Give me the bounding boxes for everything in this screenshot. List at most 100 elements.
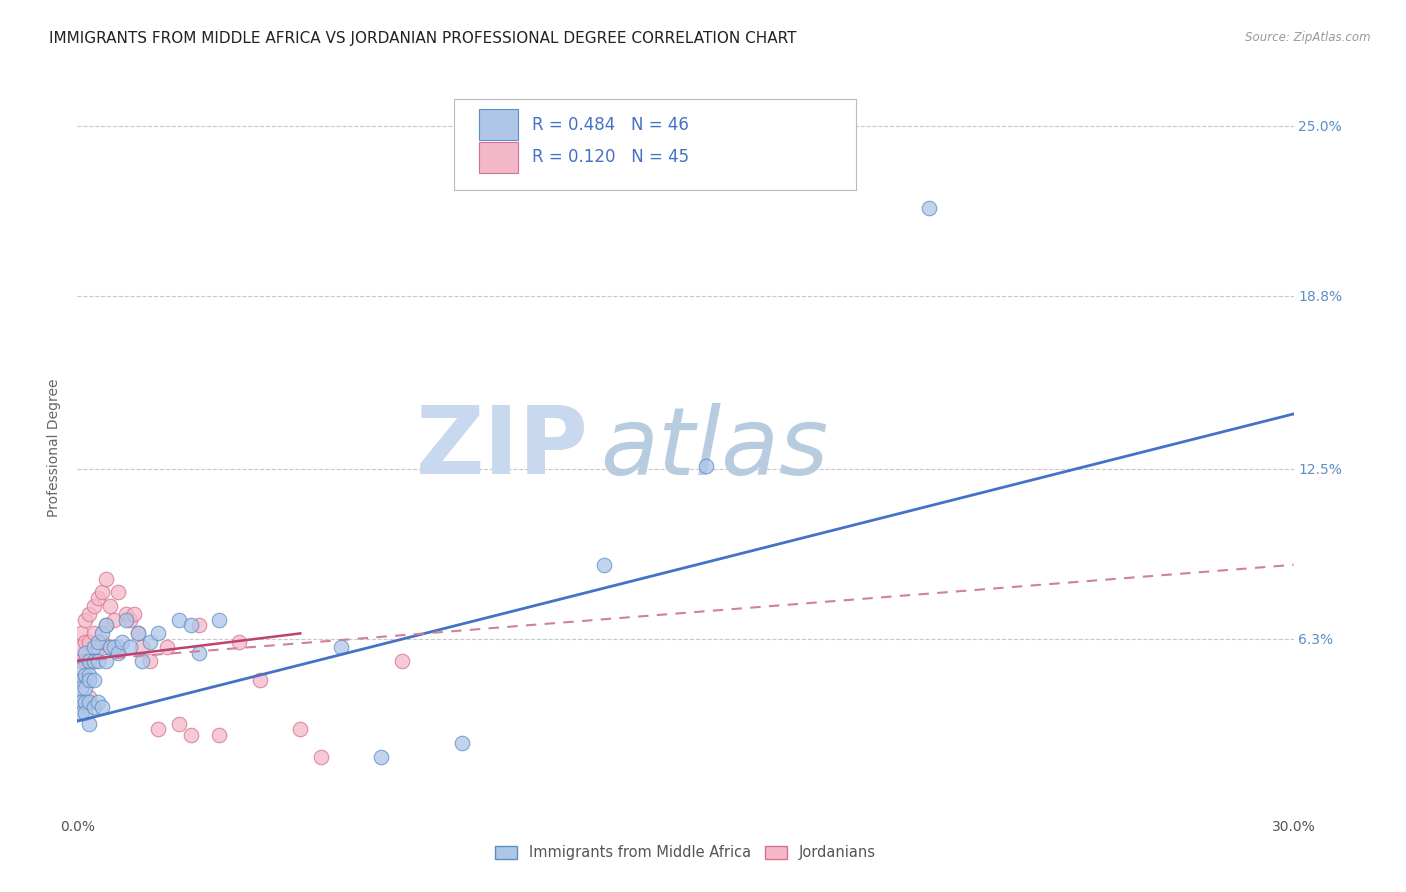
Point (94, 618, 117, 632)
Point (103, 640, 125, 654)
Point (79, 607, 101, 622)
Point (83, 654, 105, 668)
Point (90, 634, 112, 648)
Point (79, 690, 101, 704)
Point (90, 700, 112, 714)
Point (180, 618, 202, 632)
Point (329, 640, 352, 654)
Point (79, 717, 101, 731)
Point (139, 634, 162, 648)
Point (131, 640, 153, 654)
Y-axis label: Professional Degree: Professional Degree (48, 379, 62, 517)
Text: Source: ZipAtlas.com: Source: ZipAtlas.com (1246, 31, 1371, 45)
Point (90, 585, 112, 599)
Point (167, 613, 190, 627)
Point (918, 201, 941, 215)
Text: ZIP: ZIP (415, 402, 588, 494)
Point (131, 654, 153, 668)
Point (86, 634, 108, 648)
Point (127, 626, 149, 640)
Point (127, 626, 149, 640)
Point (70, 640, 93, 654)
Point (122, 607, 145, 622)
Legend: Immigrants from Middle Africa, Jordanians: Immigrants from Middle Africa, Jordanian… (489, 839, 882, 866)
Point (75, 654, 97, 668)
Point (115, 613, 138, 627)
Text: IMMIGRANTS FROM MIDDLE AFRICA VS JORDANIAN PROFESSIONAL DEGREE CORRELATION CHART: IMMIGRANTS FROM MIDDLE AFRICA VS JORDANI… (49, 31, 797, 46)
Point (90, 626, 112, 640)
Point (167, 717, 190, 731)
Point (83, 700, 105, 714)
Point (70, 695, 93, 709)
Point (75, 634, 97, 648)
Point (188, 618, 211, 632)
Point (148, 723, 170, 737)
Point (370, 749, 392, 764)
Point (79, 634, 101, 648)
Point (103, 613, 125, 627)
Point (79, 654, 101, 668)
Point (70, 662, 93, 676)
Point (208, 613, 231, 627)
Point (115, 607, 138, 622)
FancyBboxPatch shape (478, 110, 517, 140)
Point (695, 458, 717, 473)
Point (249, 673, 271, 687)
Point (180, 728, 202, 742)
Point (208, 728, 231, 742)
Point (79, 673, 101, 687)
FancyBboxPatch shape (454, 99, 856, 190)
Point (83, 673, 105, 687)
Point (70, 695, 93, 709)
Point (79, 695, 101, 709)
Text: R = 0.120   N = 45: R = 0.120 N = 45 (533, 148, 689, 167)
Point (94, 654, 117, 668)
Point (83, 599, 105, 613)
Point (75, 613, 97, 627)
Point (98, 599, 121, 613)
Point (70, 626, 93, 640)
Point (75, 667, 97, 681)
Point (94, 572, 117, 586)
Point (79, 667, 101, 681)
Point (148, 626, 170, 640)
Point (86, 640, 108, 654)
Point (75, 706, 97, 720)
Point (75, 700, 97, 714)
Point (98, 640, 121, 654)
Point (86, 695, 108, 709)
Point (188, 646, 211, 660)
Point (593, 558, 616, 572)
Text: R = 0.484   N = 46: R = 0.484 N = 46 (533, 116, 689, 134)
Point (70, 654, 93, 668)
Point (391, 654, 413, 668)
Point (111, 634, 134, 648)
Point (155, 640, 177, 654)
Point (86, 591, 108, 605)
Point (451, 736, 474, 750)
Point (86, 654, 108, 668)
Point (118, 613, 141, 627)
Point (290, 723, 312, 737)
Point (70, 673, 93, 687)
Point (83, 640, 105, 654)
Point (83, 654, 105, 668)
Point (75, 681, 97, 696)
Point (107, 640, 129, 654)
Point (118, 640, 141, 654)
FancyBboxPatch shape (478, 142, 517, 173)
Point (75, 673, 97, 687)
Point (70, 673, 93, 687)
Point (107, 585, 129, 599)
Point (309, 749, 332, 764)
Point (139, 654, 162, 668)
Point (70, 706, 93, 720)
Point (98, 640, 121, 654)
Text: atlas: atlas (600, 402, 828, 494)
Point (228, 634, 250, 648)
Point (83, 626, 105, 640)
Point (94, 618, 117, 632)
Point (107, 646, 129, 660)
Point (70, 681, 93, 696)
Point (79, 654, 101, 668)
